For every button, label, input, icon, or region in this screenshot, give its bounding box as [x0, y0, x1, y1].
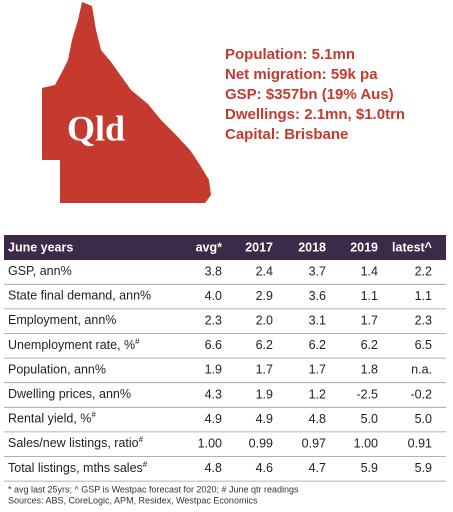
stat-label: Capital:	[225, 126, 280, 143]
header-cell: latest^	[392, 240, 433, 254]
stat: Population: 5.1mn	[225, 46, 355, 63]
stat: GSP: $357bn (19% Aus)	[225, 86, 394, 103]
stat: Dwellings: 2.1mn, $1.0trn	[225, 106, 405, 123]
header-cell: 2017	[245, 240, 273, 254]
stat: Net migration: 59k pa	[225, 66, 378, 83]
footnote: * avg last 25yrs; ^ GSP is Westpac forec…	[8, 484, 299, 494]
stat-label: Net migration:	[225, 66, 327, 83]
row-label-text: Dwelling prices, ann%	[8, 387, 131, 401]
cell: 2.9	[256, 289, 273, 303]
cell: 6.2	[309, 338, 326, 352]
header-cell: 2018	[298, 240, 326, 254]
cell: 4.9	[205, 412, 222, 426]
cell: 4.8	[205, 461, 222, 475]
cell: 1.2	[309, 387, 326, 401]
cell: 4.7	[309, 461, 326, 475]
cell: 1.1	[361, 289, 378, 303]
cell: 4.9	[256, 412, 273, 426]
row-label-note: #	[139, 435, 144, 444]
header-cell: avg*	[196, 240, 223, 254]
row-label: Total listings, mths sales#	[8, 460, 148, 475]
cell: 6.2	[256, 338, 273, 352]
cell: 1.9	[205, 363, 222, 377]
row-label: Rental yield, %#	[8, 411, 96, 426]
stat-label: Population:	[225, 46, 308, 63]
cell: 3.6	[309, 289, 326, 303]
stat-value: 5.1mn	[312, 46, 355, 63]
cell: 1.00	[354, 436, 378, 450]
footnote: Sources: ABS, CoreLogic, APM, Residex, W…	[8, 495, 258, 505]
cell: 1.7	[361, 313, 378, 327]
row-label-text: Total listings, mths sales	[8, 461, 143, 475]
cell: 6.5	[415, 338, 432, 352]
stat-label: Dwellings:	[225, 106, 300, 123]
table-header-bg	[4, 235, 446, 260]
cell: 5.0	[361, 412, 378, 426]
cell: 6.6	[205, 338, 222, 352]
cell: 6.2	[361, 338, 378, 352]
header-cell: 2019	[350, 240, 378, 254]
row-label-note: #	[143, 460, 148, 469]
row-label-text: GSP, ann%	[8, 264, 72, 278]
stat-value: 59k pa	[331, 66, 378, 83]
stat-value: 2.1mn, $1.0trn	[304, 106, 405, 123]
cell: 2.0	[256, 313, 273, 327]
cell: 0.97	[302, 436, 326, 450]
cell: 3.1	[309, 313, 326, 327]
cell: -0.2	[410, 387, 432, 401]
queensland-map	[42, 2, 211, 203]
row-label: GSP, ann%	[8, 264, 72, 278]
row-label-text: State final demand, ann%	[8, 289, 151, 303]
cell: 4.0	[205, 289, 222, 303]
header-cell: June years	[8, 240, 73, 254]
stat-value: Brisbane	[284, 126, 348, 143]
row-label: Employment, ann%	[8, 313, 116, 327]
row-label: Population, ann%	[8, 363, 106, 377]
row-label-text: Population, ann%	[8, 363, 106, 377]
cell: 4.8	[309, 412, 326, 426]
cell: 1.7	[256, 363, 273, 377]
row-label: Sales/new listings, ratio#	[8, 435, 144, 450]
row-label-text: Sales/new listings, ratio	[8, 436, 139, 450]
cell: 1.00	[198, 436, 222, 450]
stat-label: GSP:	[225, 86, 262, 103]
cell: 1.4	[361, 264, 378, 278]
cell: 2.2	[415, 264, 432, 278]
cell: 2.3	[415, 313, 432, 327]
row-label-text: Employment, ann%	[8, 313, 116, 327]
cell: 5.9	[415, 461, 432, 475]
row-label-note: #	[91, 411, 96, 420]
row-label-text: Rental yield, %	[8, 412, 91, 426]
cell: 1.7	[309, 363, 326, 377]
cell: 1.1	[415, 289, 432, 303]
cell: 5.0	[415, 412, 432, 426]
cell: -2.5	[356, 387, 378, 401]
cell: 3.8	[205, 264, 222, 278]
cell: 4.6	[256, 461, 273, 475]
stat: Capital: Brisbane	[225, 126, 348, 143]
row-label-note: #	[135, 337, 140, 346]
cell: 4.3	[205, 387, 222, 401]
row-label: State final demand, ann%	[8, 289, 151, 303]
map-label: Qld	[67, 108, 125, 148]
cell: 1.8	[361, 363, 378, 377]
cell: 0.99	[249, 436, 273, 450]
cell: 2.4	[256, 264, 273, 278]
cell: n.a.	[411, 363, 432, 377]
cell: 3.7	[309, 264, 326, 278]
stat-value: $357bn (19% Aus)	[266, 86, 394, 103]
cell: 0.91	[408, 436, 432, 450]
row-label-text: Unemployment rate, %	[8, 338, 135, 352]
cell: 2.3	[205, 313, 222, 327]
row-label: Unemployment rate, %#	[8, 337, 140, 352]
row-label: Dwelling prices, ann%	[8, 387, 131, 401]
cell: 5.9	[361, 461, 378, 475]
cell: 1.9	[256, 387, 273, 401]
